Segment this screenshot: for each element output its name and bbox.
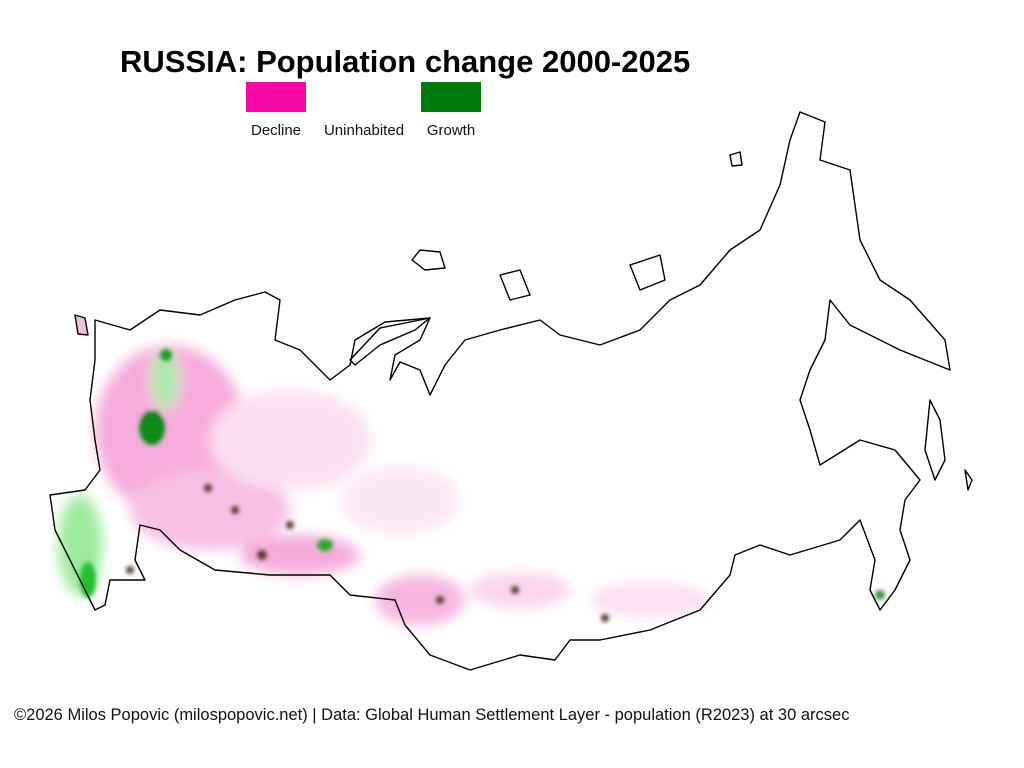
title: RUSSIA: Population change 2000-2025: [120, 44, 690, 79]
country-outline: [49, 111, 973, 671]
legend: Decline Uninhabited Growth: [246, 82, 481, 139]
legend-swatch: [421, 82, 481, 112]
legend-label: Decline: [251, 122, 301, 139]
legend-label: Growth: [427, 122, 475, 139]
legend-label: Uninhabited: [324, 122, 404, 139]
city-markers: [80, 349, 885, 622]
legend-swatch: [334, 82, 394, 112]
legend-swatch: [246, 82, 306, 112]
population-texture: [58, 345, 710, 625]
credit: ©2026 Milos Popovic (milospopovic.net) |…: [14, 706, 849, 724]
